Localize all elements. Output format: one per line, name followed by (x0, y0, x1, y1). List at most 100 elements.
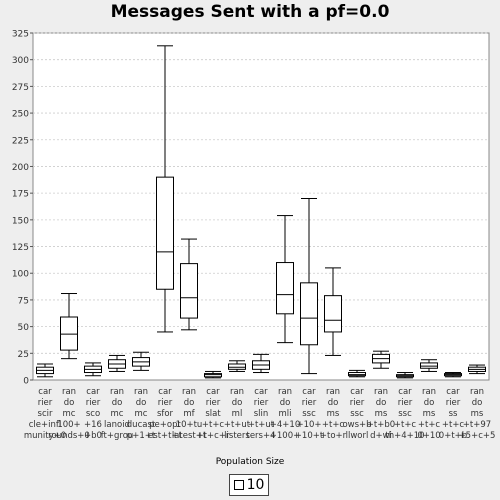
box-iqr (156, 176, 174, 290)
x-tick-label-line: do (112, 398, 123, 408)
x-tick-label-line: est+t+t (148, 431, 183, 441)
x-tick-label-line: ran (110, 387, 124, 397)
x-tick-label-line: do (328, 398, 339, 408)
x-tick-label-line: +5+c+5 (459, 431, 496, 441)
x-tick-label-line: 10+tu (176, 420, 203, 430)
x-tick-label-line: ran (134, 387, 148, 397)
x-tick-label-line: +16 (84, 420, 102, 430)
x-tick-label-line: ms (423, 409, 436, 419)
x-tick-label-line: car (350, 387, 364, 397)
x-tick-label-line: do (472, 398, 483, 408)
x-tick-label-line: ms (471, 409, 484, 419)
x-tick-label: car rier scir cle+infl munity+0 (24, 387, 66, 441)
x-tick-label-line: lanoid (104, 420, 130, 430)
x-tick-label-line: car (38, 387, 52, 397)
y-tick-label: 100 (12, 270, 29, 280)
x-tick-label-line: cle+infl (29, 420, 62, 430)
box-16 (420, 359, 438, 372)
x-tick-label-line: rier (446, 398, 461, 408)
box-iqr (300, 282, 318, 346)
x-tick-label-line: mc (111, 409, 124, 419)
chart-title: Messages Sent with a pf=0.0 (110, 2, 390, 22)
legend: 10 (229, 474, 269, 496)
box-8 (228, 360, 246, 372)
x-tick-label-line: +4+10 (270, 420, 300, 430)
y-tick-label: 275 (12, 83, 29, 93)
x-tick-label-line: ml (232, 409, 243, 419)
x-tick-label-line: ters+4 (246, 431, 275, 441)
box-15 (396, 372, 414, 379)
box-13 (348, 369, 366, 378)
x-tick-label-line: d+wi (370, 431, 392, 441)
x-tick-label-line: rounds+0 (48, 431, 90, 441)
x-tick-label-line: +t+ut (224, 420, 251, 430)
box-18 (468, 364, 486, 375)
x-tick-label-line: +10+ (296, 420, 321, 430)
x-tick-label-line: ms (327, 409, 340, 419)
box-iqr (420, 362, 438, 369)
x-tick-label: car rier slin +t+ut ters+4 (246, 387, 275, 441)
box-iqr (276, 262, 294, 315)
x-tick-label-line: rier (350, 398, 365, 408)
x-tick-label-line: +100+ (270, 431, 300, 441)
x-tick-label: ran do ms +t+97 +5+c+5 (459, 387, 496, 441)
y-tick-label: 50 (18, 323, 30, 333)
x-tick-label-line: ows+b (342, 420, 371, 430)
x-tick-label-line: rier (158, 398, 173, 408)
box-iqr (228, 363, 246, 370)
x-tick-label-line: do (136, 398, 147, 408)
x-tick-label-line: car (302, 387, 316, 397)
x-tick-label-line: sfor (157, 409, 174, 419)
x-tick-label: ran do mli +4+10 +100+ (270, 387, 300, 441)
x-tick-label: ran do mc 100+ rounds+0 (48, 387, 90, 441)
box-7 (204, 370, 222, 379)
x-tick-label-line: rier (38, 398, 53, 408)
x-tick-label: car rier ssc ows+b llworl (342, 387, 371, 441)
x-tick-label-line: do (424, 398, 435, 408)
x-tick-label-line: +to+r (320, 431, 347, 441)
x-tick-label-line: ran (470, 387, 484, 397)
x-tick-label-line: munity+0 (24, 431, 66, 441)
x-tick-label-line: +b0 (84, 431, 102, 441)
x-tick-label-line: rier (206, 398, 221, 408)
x-tick-label-line: 0+10 (417, 431, 440, 441)
x-tick-label-line: slat (205, 409, 221, 419)
y-tick-label: 0 (23, 377, 29, 387)
x-tick-label-line: +t+ut (248, 420, 275, 430)
x-tick-label-line: llworl (346, 431, 369, 441)
x-tick-label-line: car (206, 387, 220, 397)
x-tick-label-line: +t+97 (463, 420, 491, 430)
box-iqr (204, 373, 222, 378)
box-3 (108, 354, 126, 372)
legend-swatch (233, 480, 244, 490)
x-tick-label-line: +t+c+r (197, 431, 230, 441)
box-iqr (324, 295, 342, 333)
x-tick-label-line: car (254, 387, 268, 397)
x-tick-label-line: do (376, 398, 387, 408)
y-tick-label: 225 (12, 136, 29, 146)
y-tick-label: 150 (12, 216, 29, 226)
x-tick-label-line: do (232, 398, 243, 408)
x-tick-label-line: do (280, 398, 291, 408)
x-tick-label-line: ssc (350, 409, 364, 419)
x-tick-label-line: ran (278, 387, 292, 397)
x-tick-label-line: ft+grou (101, 431, 134, 441)
x-tick-label: ran do ms +t+b0 d+wi (367, 387, 395, 441)
x-tick-label: ran do mf 10+tu latest+t (172, 387, 207, 441)
x-tick-label-line: latest+t (172, 431, 207, 441)
x-tick-label-line: car (398, 387, 412, 397)
x-tick-label-line: rier (254, 398, 269, 408)
box-1 (60, 293, 78, 360)
x-tick-label-line: car (86, 387, 100, 397)
legend-title: Population Size (215, 457, 285, 467)
x-tick-label-line: mc (63, 409, 76, 419)
box-0 (36, 363, 54, 378)
x-tick-label-line: do (64, 398, 75, 408)
x-tick-label-line: +t+b0 (367, 420, 395, 430)
x-tick-label-line: mf (183, 409, 195, 419)
x-tick-label-line: ss (449, 409, 458, 419)
box-2 (84, 362, 102, 377)
x-tick-label-line: car (158, 387, 172, 397)
x-tick-label-line: +t+c (202, 420, 225, 430)
